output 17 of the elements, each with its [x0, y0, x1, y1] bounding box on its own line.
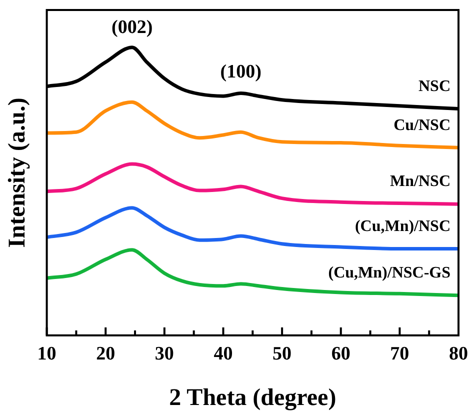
- series-label: (Cu,Mn)/NSC-GS: [328, 264, 451, 282]
- y-axis-title: Intensity (a.u.): [4, 98, 31, 248]
- annotation: (002): [112, 16, 153, 38]
- x-axis-title: 2 Theta (degree): [169, 384, 336, 411]
- x-tick-label: 50: [272, 344, 292, 365]
- series-label: (Cu,Mn)/NSC: [354, 218, 450, 235]
- x-tick-label: 30: [154, 344, 174, 365]
- x-tick-label: 10: [37, 344, 56, 365]
- x-tick-label: 80: [449, 344, 468, 365]
- x-tick-label: 70: [390, 344, 410, 365]
- annotation: (100): [220, 61, 262, 82]
- x-tick-label: 20: [96, 344, 116, 365]
- series-label: Cu/NSC: [394, 116, 450, 134]
- series-label: NSC: [418, 78, 450, 95]
- series-label: Mn/NSC: [390, 173, 450, 190]
- x-tick-label: 60: [331, 344, 350, 365]
- x-tick-label: 40: [214, 344, 233, 365]
